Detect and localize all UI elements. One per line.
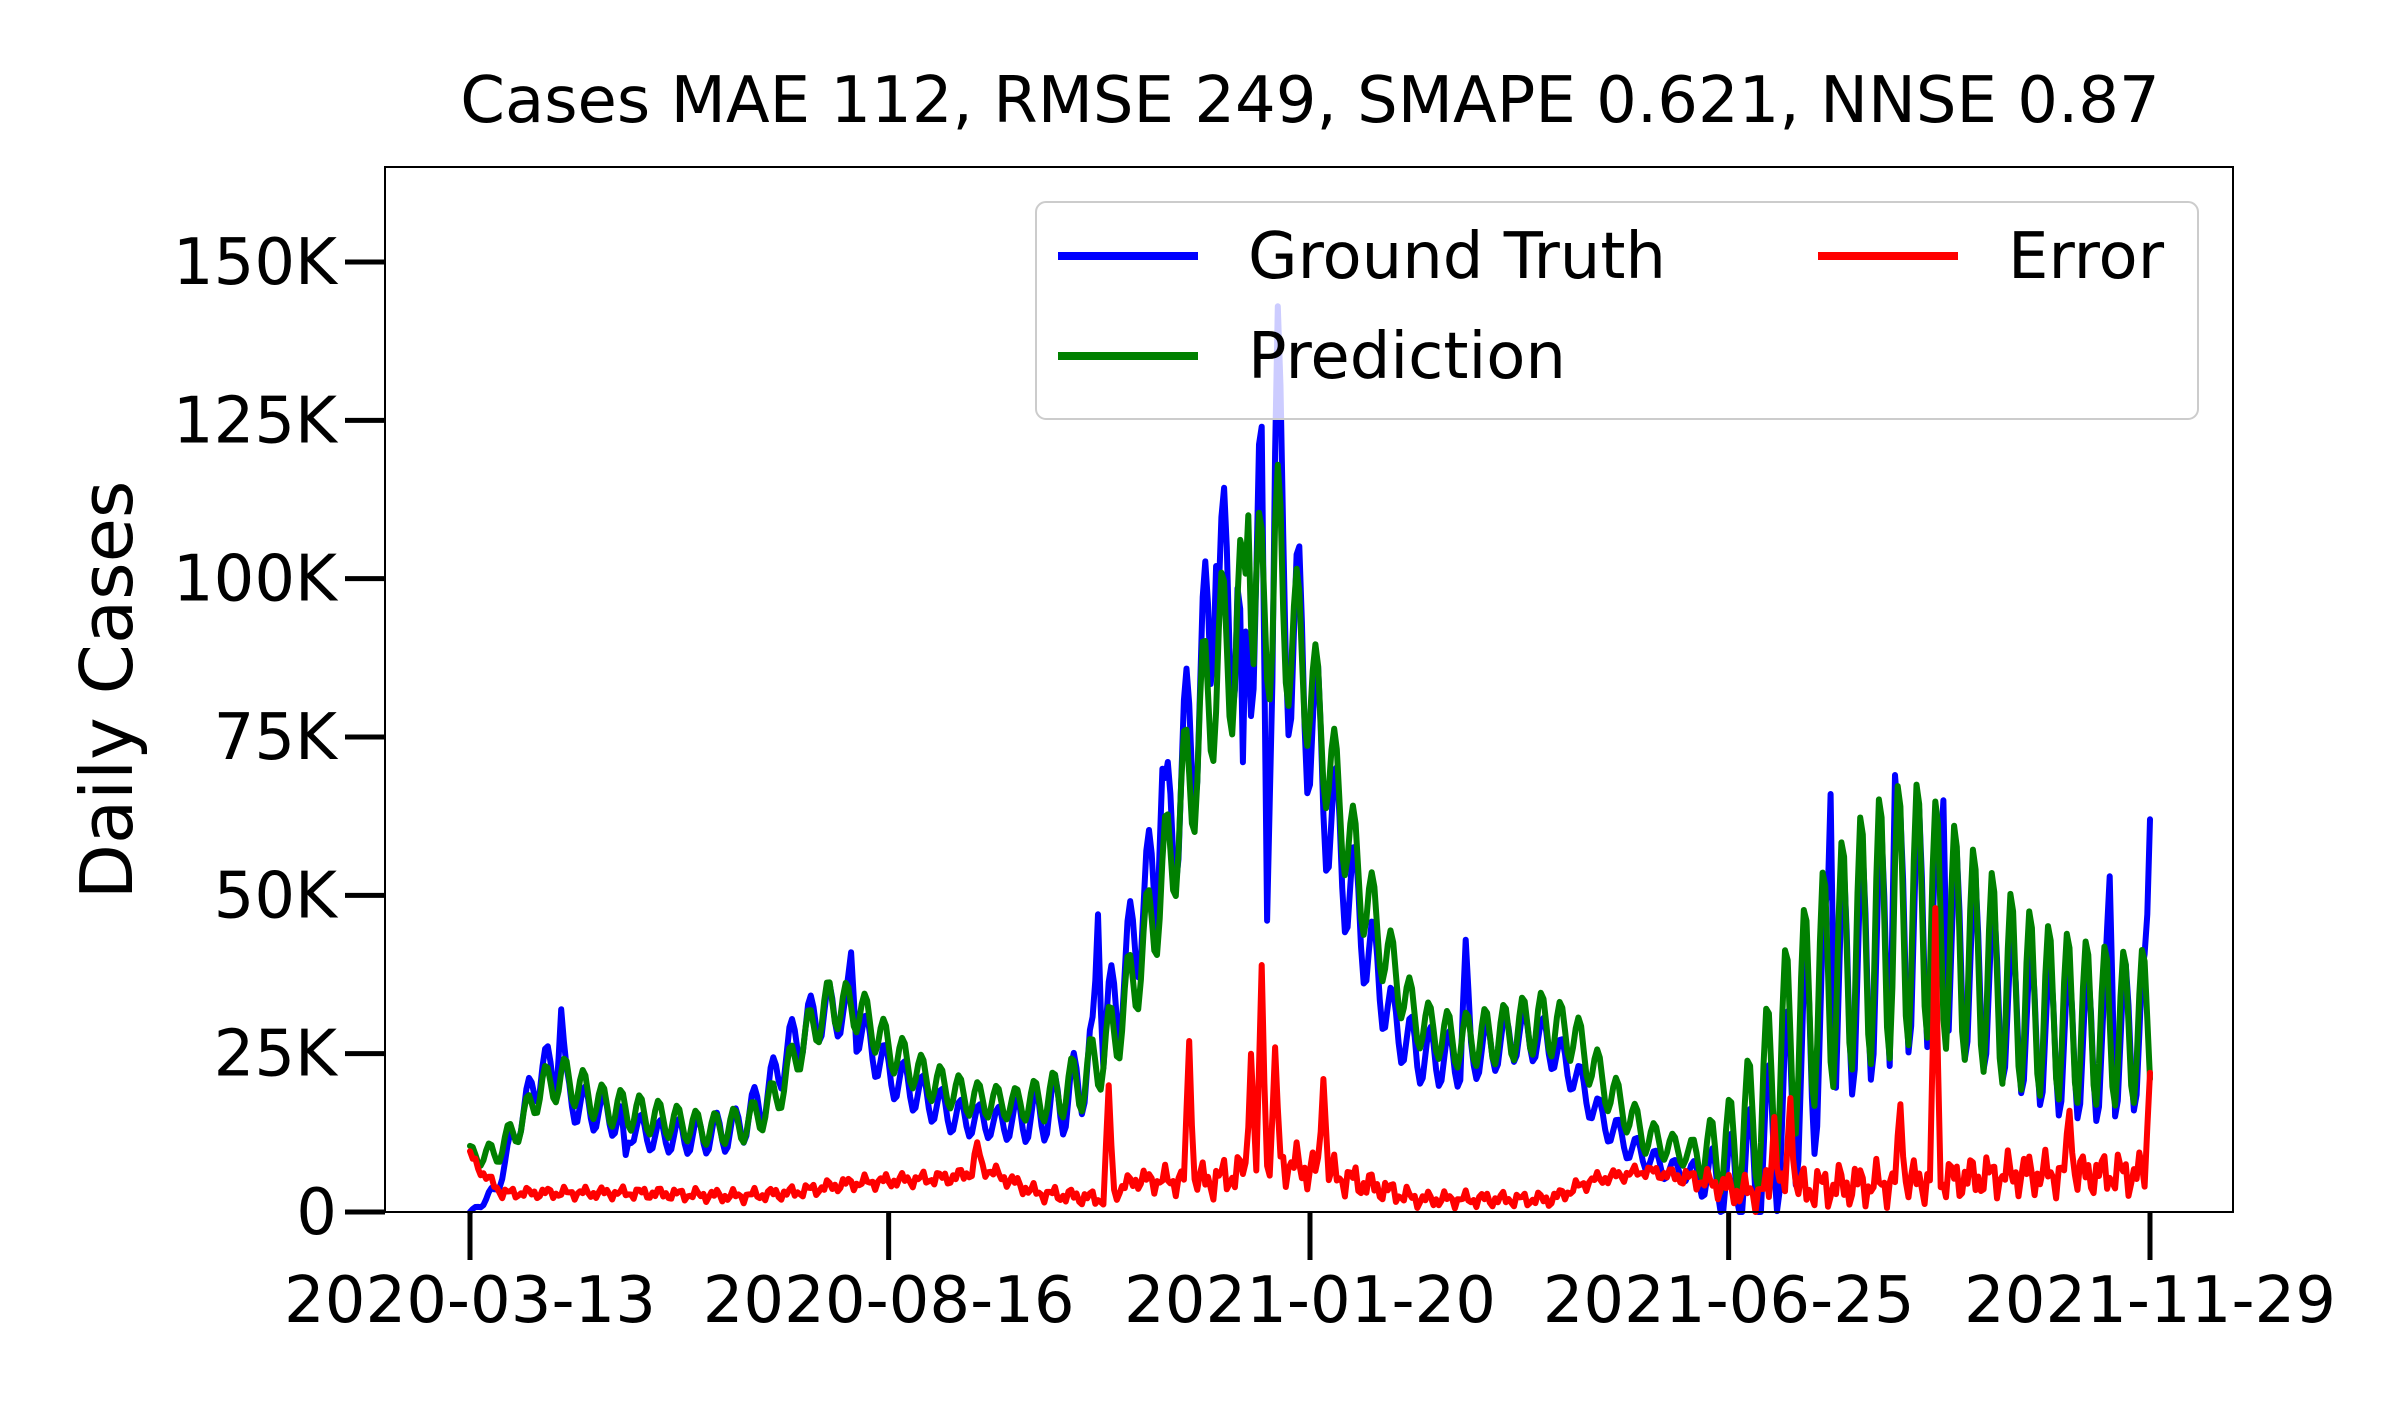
legend-label-prediction: Prediction bbox=[1248, 320, 1566, 394]
series-line-ground-truth bbox=[467, 303, 2153, 1215]
series-layer bbox=[467, 303, 2153, 1215]
y-tick-label: 25K bbox=[214, 1018, 339, 1092]
x-tick-label: 2021-06-25 bbox=[1543, 1264, 1915, 1338]
legend: Ground Truth Prediction Error bbox=[1035, 201, 2199, 420]
y-tick-label: 100K bbox=[173, 543, 339, 617]
legend-label-error: Error bbox=[2008, 220, 2165, 294]
series-line-error bbox=[467, 905, 2153, 1215]
y-tick-label: 0 bbox=[296, 1176, 337, 1250]
x-ticks: 2020-03-13 2020-08-16 2021-01-20 2021-06-25… bbox=[284, 1212, 2336, 1338]
y-ticks: 0 25K 50K 75K 100K 125K 150K bbox=[173, 226, 385, 1250]
legend-label-ground-truth: Ground Truth bbox=[1248, 220, 1666, 294]
x-tick-label: 2020-08-16 bbox=[703, 1264, 1075, 1338]
y-tick-label: 125K bbox=[173, 384, 339, 458]
x-tick-label: 2020-03-13 bbox=[284, 1264, 656, 1338]
y-axis-label: Daily Cases bbox=[65, 481, 149, 900]
y-tick-label: 75K bbox=[214, 701, 339, 775]
x-tick-label: 2021-01-20 bbox=[1124, 1264, 1496, 1338]
x-tick-label: 2021-11-29 bbox=[1964, 1264, 2336, 1338]
chart-title: Cases MAE 112, RMSE 249, SMAPE 0.621, NN… bbox=[460, 64, 2159, 138]
y-tick-label: 150K bbox=[173, 226, 339, 300]
y-tick-label: 50K bbox=[214, 859, 339, 933]
series-line-prediction bbox=[467, 461, 2153, 1199]
